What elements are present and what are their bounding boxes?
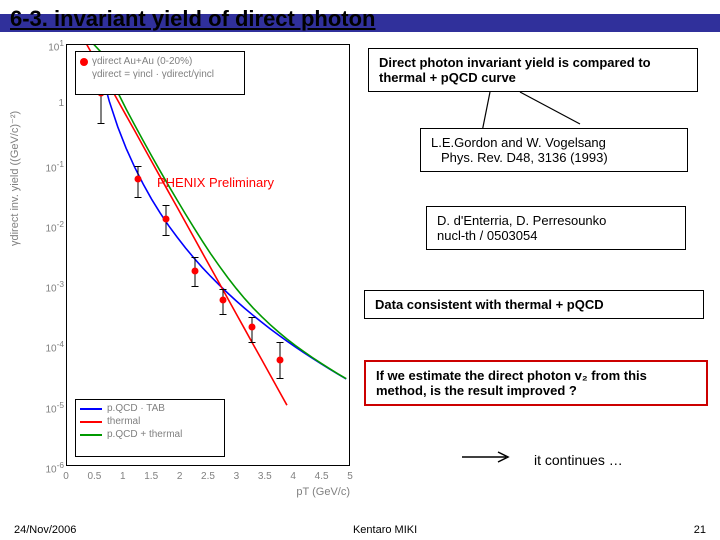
x-tick: 0.5 (87, 471, 101, 482)
ref-thermal-arxiv: nucl-th / 0503054 (437, 228, 675, 243)
error-cap (248, 317, 255, 318)
legend-line2: γdirect = γincl · γdirect/γincl (92, 68, 214, 81)
error-cap (277, 378, 284, 379)
x-tick: 2 (177, 471, 183, 482)
content-area: γdirect inv. yield ((GeV/c)⁻²) 101 1 10-1 1… (0, 36, 720, 516)
x-tick: 4.5 (315, 471, 329, 482)
title-bar: 6-3. invariant yield of direct photon (0, 0, 720, 36)
y-tick: 10-4 (26, 339, 64, 354)
ref-pqcd-journal: Phys. Rev. D48, 3136 (1993) (431, 150, 677, 165)
error-cap (220, 289, 227, 290)
arrow-continues-icon (460, 450, 516, 464)
legend-marker-icon (80, 58, 88, 66)
callout-ref-thermal: D. d'Enterria, D. Perresounko nucl-th / … (426, 206, 686, 250)
error-cap (191, 257, 198, 258)
error-cap (191, 286, 198, 287)
thermal-curve (84, 45, 287, 405)
error-cap (220, 314, 227, 315)
legend-line-label: p.QCD · TAB (107, 403, 165, 414)
data-point (277, 356, 284, 363)
footer-date: 24/Nov/2006 (14, 524, 76, 536)
y-tick: 1 (26, 98, 64, 109)
chart: γdirect inv. yield ((GeV/c)⁻²) 101 1 10-1 1… (10, 36, 360, 496)
pqcd-curve (101, 70, 346, 379)
legend-line-swatch (80, 421, 102, 423)
x-tick: 2.5 (201, 471, 215, 482)
legend-line1: γdirect Au+Au (0-20%) (92, 55, 192, 68)
data-point (135, 175, 142, 182)
callout-summary: Direct photon invariant yield is compare… (368, 48, 698, 92)
x-tick: 3.5 (258, 471, 272, 482)
y-tick: 101 (26, 38, 64, 53)
data-legend-box: γdirect Au+Au (0-20%) γdirect = γincl · … (75, 51, 245, 95)
callout-consistent: Data consistent with thermal + pQCD (364, 290, 704, 319)
x-tick: 1.5 (144, 471, 158, 482)
preliminary-label: PHENIX Preliminary (157, 175, 274, 190)
callout-question-text: If we estimate the direct photon v₂ from… (376, 368, 647, 398)
callout-consistent-text: Data consistent with thermal + pQCD (375, 297, 604, 312)
y-tick: 10-5 (26, 400, 64, 415)
ref-pqcd-authors: L.E.Gordon and W. Vogelsang (431, 135, 677, 150)
error-cap (135, 166, 142, 167)
ref-thermal-authors: D. d'Enterria, D. Perresounko (437, 213, 675, 228)
callout-summary-text: Direct photon invariant yield is compare… (379, 55, 651, 85)
y-tick: 10-2 (26, 219, 64, 234)
data-point (191, 267, 198, 274)
callout-question: If we estimate the direct photon v₂ from… (364, 360, 708, 406)
footer-page: 21 (694, 524, 706, 536)
y-tick: 10-3 (26, 279, 64, 294)
x-tick: 4 (290, 471, 296, 482)
legend-line-label: thermal (107, 416, 140, 427)
footer-author: Kentaro MIKI (353, 524, 417, 536)
page-title: 6-3. invariant yield of direct photon (10, 6, 710, 32)
data-point (220, 296, 227, 303)
legend-line-swatch (80, 408, 102, 410)
error-cap (277, 342, 284, 343)
lines-legend-box: p.QCD · TAB thermal p.QCD + thermal (75, 399, 225, 457)
x-tick: 1 (120, 471, 126, 482)
error-cap (163, 205, 170, 206)
plot-frame: γdirect Au+Au (0-20%) γdirect = γincl · … (66, 44, 350, 466)
combined-curve (84, 45, 346, 379)
error-cap (248, 342, 255, 343)
legend-line-label: p.QCD + thermal (107, 429, 182, 440)
error-cap (98, 123, 105, 124)
x-tick: 5 (347, 471, 353, 482)
y-axis-label: γdirect inv. yield ((GeV/c)⁻²) (8, 111, 21, 246)
data-point (163, 215, 170, 222)
error-cap (163, 235, 170, 236)
x-axis-label: pT (GeV/c) (296, 486, 350, 498)
callout-ref-pqcd: L.E.Gordon and W. Vogelsang Phys. Rev. D… (420, 128, 688, 172)
callout-continues: it continues … (524, 446, 633, 474)
x-tick: 0 (63, 471, 69, 482)
y-tick: 10-6 (26, 460, 64, 475)
error-cap (135, 197, 142, 198)
footer: 24/Nov/2006 Kentaro MIKI 21 (0, 524, 720, 536)
data-point (248, 324, 255, 331)
y-tick: 10-1 (26, 159, 64, 174)
legend-line-swatch (80, 434, 102, 436)
x-tick: 3 (234, 471, 240, 482)
